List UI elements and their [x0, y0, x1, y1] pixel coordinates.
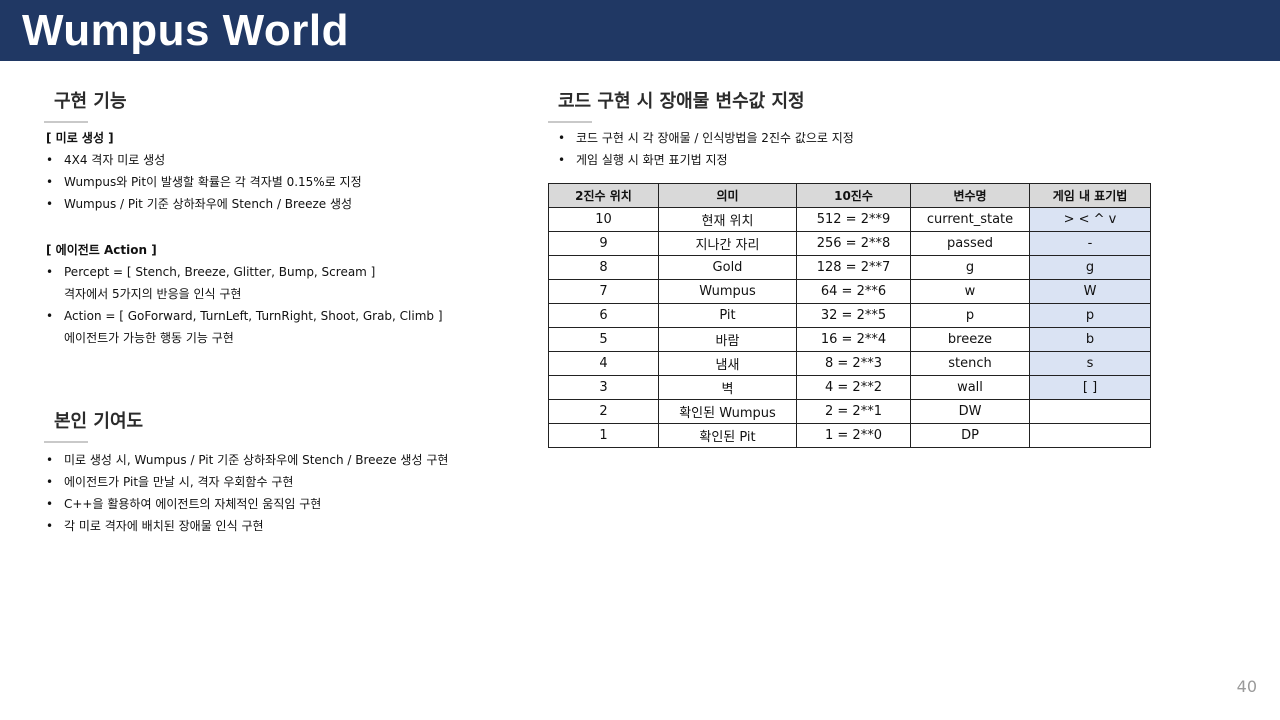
section-underline	[548, 121, 592, 123]
table-cell: g	[910, 255, 1030, 280]
table-cell	[1029, 399, 1151, 424]
table-row: 1 확인된 Pit 1 = 2**0 DP	[548, 423, 1151, 448]
table-cell: 32 = 2**5	[796, 303, 911, 328]
table-cell: Wumpus	[658, 279, 797, 304]
table-cell: current_state	[910, 207, 1030, 232]
column-header: 의미	[658, 183, 797, 208]
section-title-features: 구현 기능	[54, 91, 127, 112]
table-cell: 2 = 2**1	[796, 399, 911, 424]
table-row: 10 현재 위치 512 = 2**9 current_state > < ^ …	[548, 207, 1151, 232]
list-item: 에이전트가 Pit을 만날 시, 격자 우회함수 구현	[44, 471, 448, 493]
list-item: Percept = [ Stench, Breeze, Glitter, Bum…	[44, 261, 443, 305]
table-cell: > < ^ v	[1029, 207, 1151, 232]
table-cell: Gold	[658, 255, 797, 280]
table-cell	[1029, 423, 1151, 448]
table-row: 5 바람 16 = 2**4 breeze b	[548, 327, 1151, 352]
agent-bullet-list: Percept = [ Stench, Breeze, Glitter, Bum…	[44, 261, 443, 349]
table-cell: 256 = 2**8	[796, 231, 911, 256]
list-item: 게임 실행 시 화면 표기법 지정	[556, 149, 854, 171]
table-cell: p	[1029, 303, 1151, 328]
list-item: 4X4 격자 미로 생성	[44, 149, 362, 171]
table-cell: 2	[548, 399, 659, 424]
list-item: 코드 구현 시 각 장애물 / 인식방법을 2진수 값으로 지정	[556, 127, 854, 149]
table-cell: W	[1029, 279, 1151, 304]
table-cell: 512 = 2**9	[796, 207, 911, 232]
table-cell: Pit	[658, 303, 797, 328]
table-cell: 3	[548, 375, 659, 400]
column-header: 게임 내 표기법	[1029, 183, 1151, 208]
table-cell: 바람	[658, 327, 797, 352]
table-cell: w	[910, 279, 1030, 304]
table-header-row: 2진수 위치 의미 10진수 변수명 게임 내 표기법	[548, 183, 1151, 208]
table-row: 6 Pit 32 = 2**5 p p	[548, 303, 1151, 328]
section-title-contribution: 본인 기여도	[54, 411, 144, 432]
table-cell: 현재 위치	[658, 207, 797, 232]
table-cell: p	[910, 303, 1030, 328]
table-cell: 냄새	[658, 351, 797, 376]
table-cell: 1 = 2**0	[796, 423, 911, 448]
table-cell: g	[1029, 255, 1151, 280]
table-cell: 4	[548, 351, 659, 376]
table-cell: 8	[548, 255, 659, 280]
obstacle-bullet-list: 코드 구현 시 각 장애물 / 인식방법을 2진수 값으로 지정 게임 실행 시…	[556, 127, 854, 171]
title-bar: Wumpus World	[0, 0, 1280, 61]
column-header: 2진수 위치	[548, 183, 659, 208]
table-cell: 4 = 2**2	[796, 375, 911, 400]
table-row: 3 벽 4 = 2**2 wall [ ]	[548, 375, 1151, 400]
column-header: 10진수	[796, 183, 911, 208]
table-cell: [ ]	[1029, 375, 1151, 400]
list-item: Wumpus / Pit 기준 상하좌우에 Stench / Breeze 생성	[44, 193, 362, 215]
section-underline	[44, 441, 88, 443]
table-cell: 128 = 2**7	[796, 255, 911, 280]
table-row: 8 Gold 128 = 2**7 g g	[548, 255, 1151, 280]
table-cell: 64 = 2**6	[796, 279, 911, 304]
table-cell: wall	[910, 375, 1030, 400]
table-cell: stench	[910, 351, 1030, 376]
list-item: Wumpus와 Pit이 발생할 확률은 각 격자별 0.15%로 지정	[44, 171, 362, 193]
table-cell: 9	[548, 231, 659, 256]
table-row: 7 Wumpus 64 = 2**6 w W	[548, 279, 1151, 304]
list-item: Action = [ GoForward, TurnLeft, TurnRigh…	[44, 305, 443, 349]
table-cell: 지나간 자리	[658, 231, 797, 256]
table-row: 4 냄새 8 = 2**3 stench s	[548, 351, 1151, 376]
table-cell: 8 = 2**3	[796, 351, 911, 376]
table-cell: DW	[910, 399, 1030, 424]
table-cell: 5	[548, 327, 659, 352]
maze-bullet-list: 4X4 격자 미로 생성 Wumpus와 Pit이 발생할 확률은 각 격자별 …	[44, 149, 362, 215]
table-cell: 7	[548, 279, 659, 304]
page-number: 40	[1236, 677, 1257, 696]
list-item: 각 미로 격자에 배치된 장애물 인식 구현	[44, 515, 448, 537]
obstacle-value-table: 2진수 위치 의미 10진수 변수명 게임 내 표기법 10 현재 위치 512…	[548, 183, 1151, 448]
contribution-bullet-list: 미로 생성 시, Wumpus / Pit 기준 상하좌우에 Stench / …	[44, 449, 448, 537]
table-cell: DP	[910, 423, 1030, 448]
table-cell: breeze	[910, 327, 1030, 352]
table-cell: 벽	[658, 375, 797, 400]
table-cell: 16 = 2**4	[796, 327, 911, 352]
table-cell: 1	[548, 423, 659, 448]
subheading-agent-action: [ 에이전트 Action ]	[46, 243, 157, 257]
list-item: C++을 활용하여 에이전트의 자체적인 움직임 구현	[44, 493, 448, 515]
table-cell: s	[1029, 351, 1151, 376]
table-cell: 10	[548, 207, 659, 232]
page-title: Wumpus World	[22, 6, 350, 55]
table-cell: 확인된 Pit	[658, 423, 797, 448]
table-cell: 6	[548, 303, 659, 328]
section-underline	[44, 121, 88, 123]
table-cell: -	[1029, 231, 1151, 256]
column-header: 변수명	[910, 183, 1030, 208]
section-title-obstacle-values: 코드 구현 시 장애물 변수값 지정	[558, 91, 805, 112]
subheading-maze: [ 미로 생성 ]	[46, 131, 114, 145]
list-item: 미로 생성 시, Wumpus / Pit 기준 상하좌우에 Stench / …	[44, 449, 448, 471]
table-cell: 확인된 Wumpus	[658, 399, 797, 424]
table-cell: passed	[910, 231, 1030, 256]
table-row: 2 확인된 Wumpus 2 = 2**1 DW	[548, 399, 1151, 424]
table-row: 9 지나간 자리 256 = 2**8 passed -	[548, 231, 1151, 256]
table-cell: b	[1029, 327, 1151, 352]
